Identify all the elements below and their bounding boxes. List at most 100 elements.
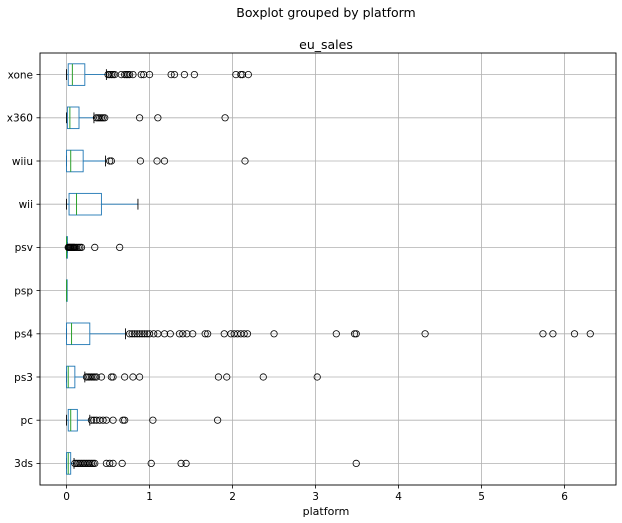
y-tick-label: pc: [21, 415, 34, 427]
box-rect: [68, 192, 102, 216]
flier-point: [145, 71, 154, 79]
flier-point: [86, 459, 94, 467]
flier-point: [107, 373, 115, 381]
flier-point: [116, 243, 124, 251]
flier-point: [109, 373, 117, 381]
flier-point: [118, 459, 126, 467]
flier-point: [549, 330, 557, 338]
flier-point: [90, 416, 98, 424]
flier-point: [150, 330, 158, 338]
flier-point: [243, 330, 252, 338]
flier-point: [101, 114, 109, 122]
flier-point: [166, 330, 174, 338]
flier-point: [133, 330, 141, 338]
x-tick-label: 4: [395, 491, 402, 503]
flier-point: [153, 157, 161, 165]
y-tick-label: wii: [19, 199, 33, 211]
flier-point: [97, 114, 106, 122]
flier-point: [137, 71, 145, 79]
y-tick-label: 3ds: [14, 458, 33, 470]
flier-point: [109, 71, 117, 79]
flier-point: [96, 114, 104, 122]
x-tick-label: 0: [63, 491, 70, 503]
chart-suptitle: Boxplot grouped by platform: [236, 5, 416, 20]
flier-point: [539, 330, 547, 338]
flier-point: [167, 71, 175, 79]
flier-point: [244, 71, 252, 79]
flier-point: [129, 71, 137, 79]
flier-point: [109, 416, 117, 424]
flier-point: [128, 330, 136, 338]
flier-point: [135, 330, 144, 338]
flier-point: [350, 330, 359, 338]
flier-point: [182, 459, 190, 467]
flier-point: [149, 416, 157, 424]
box-rect: [67, 63, 86, 86]
flier-point: [240, 330, 248, 338]
flier-point: [106, 71, 114, 79]
flier-point: [223, 373, 231, 381]
flier-point: [190, 71, 198, 79]
flier-point: [179, 330, 187, 338]
flier-point: [97, 373, 106, 381]
axes-frame: [39, 52, 617, 486]
box-rect: [66, 106, 80, 130]
flier-point: [121, 71, 129, 79]
box-rect: [66, 322, 91, 346]
box-ps3: [66, 365, 321, 389]
flier-point: [107, 157, 115, 165]
flier-point: [189, 330, 197, 338]
flier-point: [214, 416, 222, 424]
flier-point: [87, 373, 96, 381]
box-ps4: [66, 322, 594, 346]
flier-point: [107, 71, 115, 79]
flier-point: [136, 157, 145, 165]
flier-point: [131, 330, 139, 338]
flier-point: [352, 330, 360, 338]
x-axis-label: platform: [303, 505, 350, 518]
box-psp: [66, 279, 68, 302]
flier-point: [241, 157, 249, 165]
y-tick-label: psv: [15, 242, 33, 254]
y-tick-label: xone: [8, 69, 33, 81]
flier-point: [138, 330, 146, 338]
flier-point: [154, 114, 162, 122]
flier-point: [201, 330, 209, 338]
flier-point: [313, 373, 321, 381]
flier-point: [126, 71, 134, 79]
flier-point: [121, 416, 129, 424]
x-tick-label: 1: [146, 491, 153, 503]
flier-point: [72, 243, 81, 251]
x-tick-label: 2: [229, 491, 236, 503]
box-rect: [66, 149, 84, 173]
flier-point: [76, 243, 84, 251]
y-tick-label: ps3: [14, 372, 33, 384]
flier-point: [214, 373, 223, 381]
flier-point: [124, 71, 132, 79]
flier-point: [586, 330, 594, 338]
flier-point: [270, 330, 278, 338]
flier-point: [77, 243, 86, 251]
flier-point: [421, 330, 429, 338]
flier-point: [140, 330, 149, 338]
flier-point: [145, 330, 154, 338]
flier-point: [160, 330, 169, 338]
box-rect: [67, 408, 78, 432]
flier-point: [170, 71, 179, 79]
flier-point: [175, 330, 184, 338]
box-wiiu: [66, 149, 249, 173]
flier-point: [332, 330, 340, 338]
flier-point: [106, 459, 114, 467]
flier-point: [204, 330, 212, 338]
flier-point: [147, 459, 155, 467]
x-tick-label: 5: [478, 491, 485, 503]
flier-point: [237, 71, 245, 79]
flier-point: [259, 373, 267, 381]
flier-point: [140, 71, 148, 79]
flier-point: [74, 243, 82, 251]
box-rect: [66, 365, 76, 389]
flier-point: [180, 71, 189, 79]
box-wii: [66, 192, 139, 216]
flier-point: [91, 459, 99, 467]
flier-point: [160, 157, 169, 165]
